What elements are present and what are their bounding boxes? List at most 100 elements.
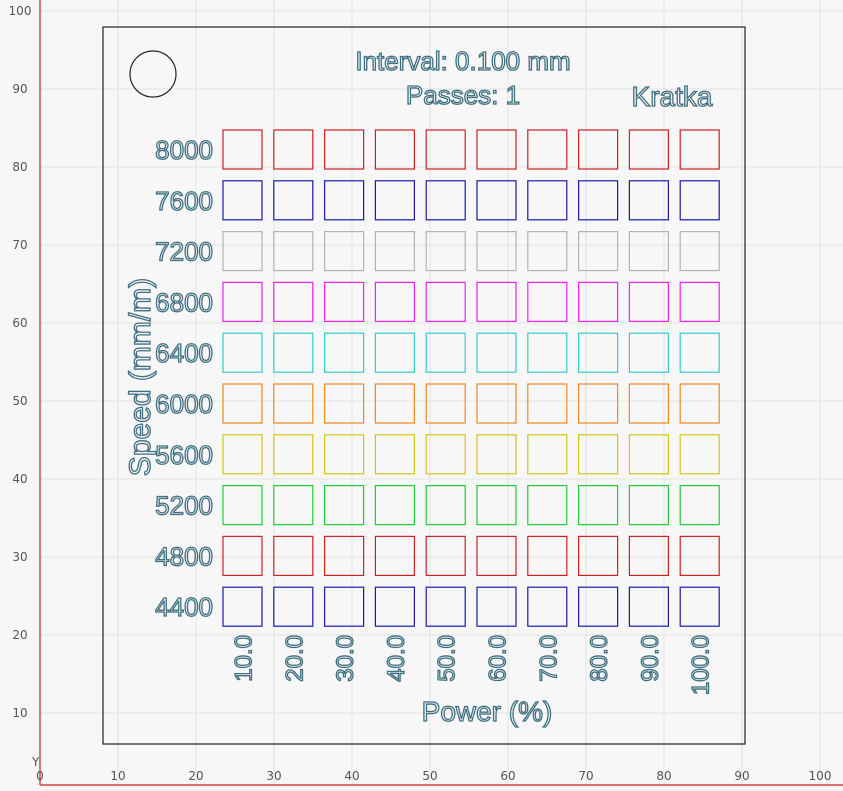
test-square[interactable] xyxy=(679,129,720,170)
test-square[interactable] xyxy=(679,281,720,322)
test-square[interactable] xyxy=(273,383,314,424)
power-label[interactable]: 80.0 xyxy=(585,634,613,682)
test-square[interactable] xyxy=(324,383,365,424)
test-square[interactable] xyxy=(628,586,670,627)
test-square[interactable] xyxy=(577,180,619,221)
test-square[interactable] xyxy=(476,535,517,577)
test-square[interactable] xyxy=(324,180,365,221)
test-square[interactable] xyxy=(374,485,415,526)
test-square[interactable] xyxy=(425,180,466,221)
test-square[interactable] xyxy=(324,332,365,373)
test-square[interactable] xyxy=(679,586,720,627)
test-square[interactable] xyxy=(476,332,517,373)
test-square[interactable] xyxy=(222,180,263,221)
test-square[interactable] xyxy=(476,281,517,322)
test-square[interactable] xyxy=(628,332,670,373)
test-square[interactable] xyxy=(527,586,568,627)
test-square[interactable] xyxy=(527,383,568,424)
test-square[interactable] xyxy=(476,485,517,526)
test-square[interactable] xyxy=(679,485,720,526)
test-square[interactable] xyxy=(577,129,619,170)
speed-label[interactable]: 5200 xyxy=(155,490,214,521)
test-square[interactable] xyxy=(273,434,314,475)
speed-label[interactable]: 5600 xyxy=(155,439,214,470)
speed-label[interactable]: 8000 xyxy=(155,134,214,165)
test-square[interactable] xyxy=(628,383,670,424)
test-square[interactable] xyxy=(273,332,314,373)
test-square[interactable] xyxy=(628,180,670,221)
test-square[interactable] xyxy=(679,535,720,577)
power-label[interactable]: 20.0 xyxy=(281,634,309,682)
speed-label[interactable]: 6000 xyxy=(155,388,214,419)
test-square[interactable] xyxy=(577,383,619,424)
power-label[interactable]: 30.0 xyxy=(331,634,359,682)
test-square[interactable] xyxy=(425,434,466,475)
speed-label[interactable]: 7200 xyxy=(155,236,214,267)
test-square[interactable] xyxy=(222,332,263,373)
test-square[interactable] xyxy=(476,434,517,475)
test-square[interactable] xyxy=(628,129,670,170)
power-label[interactable]: 60.0 xyxy=(484,634,512,682)
power-label[interactable]: 100.0 xyxy=(687,634,715,695)
test-square[interactable] xyxy=(273,129,314,170)
test-square[interactable] xyxy=(527,535,568,577)
test-square[interactable] xyxy=(273,535,314,577)
test-square[interactable] xyxy=(476,383,517,424)
power-label[interactable]: 40.0 xyxy=(382,634,410,682)
test-square[interactable] xyxy=(324,129,365,170)
test-square[interactable] xyxy=(628,281,670,322)
test-square[interactable] xyxy=(222,129,263,170)
test-square[interactable] xyxy=(476,231,517,272)
test-square[interactable] xyxy=(425,383,466,424)
test-square[interactable] xyxy=(527,434,568,475)
test-square[interactable] xyxy=(679,332,720,373)
test-square[interactable] xyxy=(679,383,720,424)
test-square[interactable] xyxy=(577,231,619,272)
test-square[interactable] xyxy=(324,586,365,627)
test-square[interactable] xyxy=(425,129,466,170)
test-square[interactable] xyxy=(527,332,568,373)
speed-label[interactable]: 4800 xyxy=(155,541,214,572)
test-square[interactable] xyxy=(374,231,415,272)
test-square[interactable] xyxy=(273,180,314,221)
speed-label[interactable]: 6800 xyxy=(155,287,214,318)
test-square[interactable] xyxy=(527,281,568,322)
test-square[interactable] xyxy=(527,231,568,272)
test-square[interactable] xyxy=(577,332,619,373)
test-square[interactable] xyxy=(628,535,670,577)
test-square[interactable] xyxy=(577,434,619,475)
x-axis-title[interactable]: Power (%) xyxy=(421,695,553,727)
test-square[interactable] xyxy=(628,485,670,526)
passes-text[interactable]: Passes: 1 xyxy=(405,79,520,110)
power-label[interactable]: 50.0 xyxy=(433,634,461,682)
test-square[interactable] xyxy=(324,231,365,272)
test-square[interactable] xyxy=(425,332,466,373)
test-square[interactable] xyxy=(273,586,314,627)
test-square[interactable] xyxy=(374,434,415,475)
test-square[interactable] xyxy=(628,434,670,475)
test-square[interactable] xyxy=(679,434,720,475)
test-square[interactable] xyxy=(679,180,720,221)
test-square[interactable] xyxy=(222,535,263,577)
test-square[interactable] xyxy=(577,535,619,577)
name-text[interactable]: Kratka xyxy=(631,80,714,112)
test-square[interactable] xyxy=(374,383,415,424)
test-square[interactable] xyxy=(476,180,517,221)
power-label[interactable]: 10.0 xyxy=(230,634,258,682)
test-square[interactable] xyxy=(425,281,466,322)
test-square[interactable] xyxy=(324,281,365,322)
test-square[interactable] xyxy=(527,129,568,170)
speed-label[interactable]: 6400 xyxy=(155,338,214,369)
test-square[interactable] xyxy=(374,535,415,577)
test-square[interactable] xyxy=(374,586,415,627)
test-square[interactable] xyxy=(425,231,466,272)
test-square[interactable] xyxy=(222,231,263,272)
test-square[interactable] xyxy=(222,586,263,627)
test-square[interactable] xyxy=(222,434,263,475)
test-square[interactable] xyxy=(324,535,365,577)
test-square[interactable] xyxy=(222,383,263,424)
test-square[interactable] xyxy=(425,586,466,627)
test-square[interactable] xyxy=(273,281,314,322)
test-square[interactable] xyxy=(273,231,314,272)
